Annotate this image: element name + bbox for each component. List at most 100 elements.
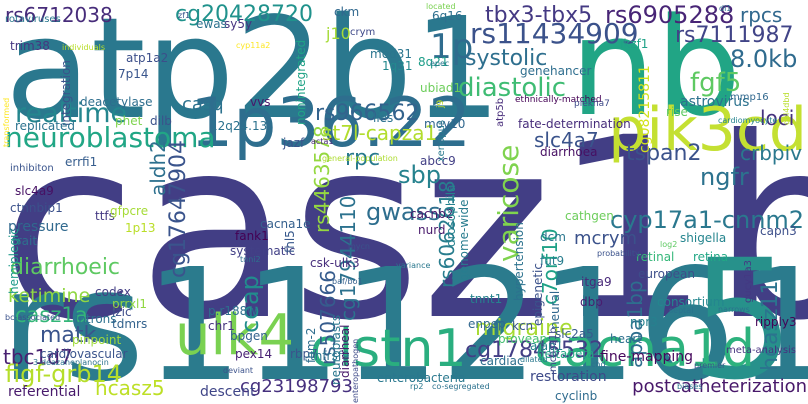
- cloud-word: replicated: [15, 119, 75, 133]
- cloud-word: diarrhoeic: [10, 255, 121, 280]
- cloud-word: cacnb2: [410, 207, 454, 221]
- cloud-word: genehancer: [520, 64, 592, 78]
- cloud-word: migraine: [475, 316, 573, 341]
- cloud-word: ikzf1: [620, 37, 649, 51]
- cloud-word: 3-deazaneplanocin: [33, 358, 109, 367]
- cloud-word: hcasz5: [95, 376, 165, 400]
- cloud-word: ripply3: [755, 315, 797, 329]
- cloud-word: trim38: [10, 39, 50, 53]
- cloud-word: acta1: [311, 137, 334, 146]
- cloud-word: co-segregated: [432, 382, 490, 391]
- cloud-word: 8q21: [418, 55, 449, 69]
- cloud-word: st7l-capza1: [322, 121, 438, 145]
- cloud-word: clstn1: [310, 319, 467, 379]
- cloud-word: pressure: [8, 219, 69, 235]
- cloud-word: 1q31: [382, 59, 413, 73]
- cloud-word: nb: [570, 0, 742, 146]
- cloud-word: cg17647904: [166, 140, 191, 279]
- cloud-word: ajap1: [530, 339, 564, 353]
- cloud-word: rs7111987: [675, 23, 794, 48]
- cloud-word: capn3: [760, 224, 797, 238]
- cloud-word: enteropathogen: [351, 338, 360, 403]
- cloud-word: cyp17a1-cnnm2: [610, 206, 805, 234]
- cloud-word: vvs: [250, 95, 271, 109]
- cloud-word: descent: [200, 384, 256, 400]
- cloud-word: codex: [95, 285, 131, 299]
- cloud-word: ethnically-matched: [515, 95, 602, 105]
- cloud-word: meta-analysis: [726, 345, 797, 356]
- cloud-word: crbpiv: [740, 141, 803, 165]
- cloud-word: realtime: [15, 98, 128, 129]
- cloud-word: pex14: [235, 347, 273, 361]
- cloud-word: 1p: [430, 27, 474, 67]
- cloud-word: lzic: [112, 305, 132, 319]
- cloud-word: rotaviruses: [5, 14, 61, 25]
- cloud-word: plekha7: [574, 99, 610, 109]
- cloud-word: fgf5: [690, 68, 742, 98]
- cloud-word: deltabeta: [537, 347, 595, 361]
- cloud-word: dilated: [520, 355, 548, 364]
- cloud-word: 1p36.22: [190, 84, 472, 163]
- cloud-word: drosophila: [444, 185, 458, 248]
- cloud-word: mycn: [348, 242, 370, 251]
- cloud-word: dilb: [150, 114, 172, 128]
- cloud-word: ctnnbip1: [10, 201, 63, 215]
- cloud-word: cardiovascular: [40, 347, 128, 361]
- cloud-word: sbp: [398, 161, 441, 189]
- cloud-word: med31: [370, 47, 412, 61]
- cloud-word: casq: [182, 94, 224, 115]
- cloud-word: tnfrsf9: [310, 349, 350, 363]
- cloud-word: consortium: [657, 295, 725, 309]
- cloud-word: slc4a9: [15, 184, 54, 198]
- cloud-word: gwass: [366, 198, 441, 226]
- cloud-word: individuals: [62, 43, 105, 52]
- cloud-word: prrxl1: [112, 297, 148, 311]
- cloud-word: rpc: [345, 146, 381, 171]
- cloud-word: tspan2: [626, 141, 702, 166]
- cloud-word: j10: [326, 24, 351, 43]
- cloud-word: ckm: [334, 5, 360, 19]
- cloud-word: mov10: [424, 117, 466, 131]
- cloud-word: jazf: [283, 136, 305, 150]
- cloud-word: hypertension: [512, 222, 526, 301]
- cloud-word: enterobacteria: [377, 371, 466, 385]
- cloud-word: rs11434909: [470, 17, 639, 50]
- cloud-word: enpep: [468, 317, 506, 331]
- cloud-word: 1p13: [125, 221, 156, 235]
- cloud-word: transformed: [2, 98, 11, 148]
- cloud-word: casz1a: [15, 303, 88, 327]
- cloud-word: diarrheal: [338, 325, 352, 379]
- cloud-word: diastolic: [458, 73, 567, 103]
- cloud-word: restoration: [530, 369, 607, 385]
- cloud-word: dl1: [719, 4, 732, 13]
- cloud-word: biases: [677, 382, 703, 391]
- cloud-word: cg23198793: [240, 376, 353, 397]
- cloud-word: variance: [396, 261, 431, 270]
- cloud-word: dcm: [540, 230, 566, 244]
- cloud-word: inhibiton: [10, 163, 54, 174]
- cloud-word: loci: [760, 106, 795, 130]
- cloud-word: mcasz1b: [548, 327, 559, 372]
- cloud-word: rpcs: [740, 3, 783, 27]
- cloud-word: gucy1a3: [743, 260, 754, 303]
- cloud-word: fhl5: [283, 230, 297, 253]
- cloud-word: retinal: [636, 250, 675, 264]
- cloud-word: mcrym: [574, 228, 638, 249]
- cloud-word: kcn: [512, 319, 534, 333]
- cloud-word: astrovirus: [680, 94, 750, 110]
- cloud-word: cyp11a2: [236, 41, 271, 50]
- cloud-word: premier: [694, 361, 726, 370]
- cloud-word: ubiad1: [420, 81, 462, 95]
- cloud-word: 5: [690, 224, 795, 404]
- cloud-word: fhm-2: [304, 328, 318, 364]
- cloud-word: epec: [430, 59, 450, 68]
- cloud-word: 12q24.13: [210, 119, 268, 133]
- cloud-word: cyclinb: [555, 389, 598, 403]
- cloud-word: tnni2: [240, 255, 261, 264]
- cloud-word: rs1112161: [0, 235, 808, 404]
- cloud-word: narrows: [718, 305, 750, 314]
- cloud-word: deviant: [223, 366, 254, 375]
- cloud-word: rise: [666, 105, 688, 119]
- cloud-word: probability: [597, 249, 640, 258]
- cloud-word: cardiomyocyte: [718, 116, 778, 125]
